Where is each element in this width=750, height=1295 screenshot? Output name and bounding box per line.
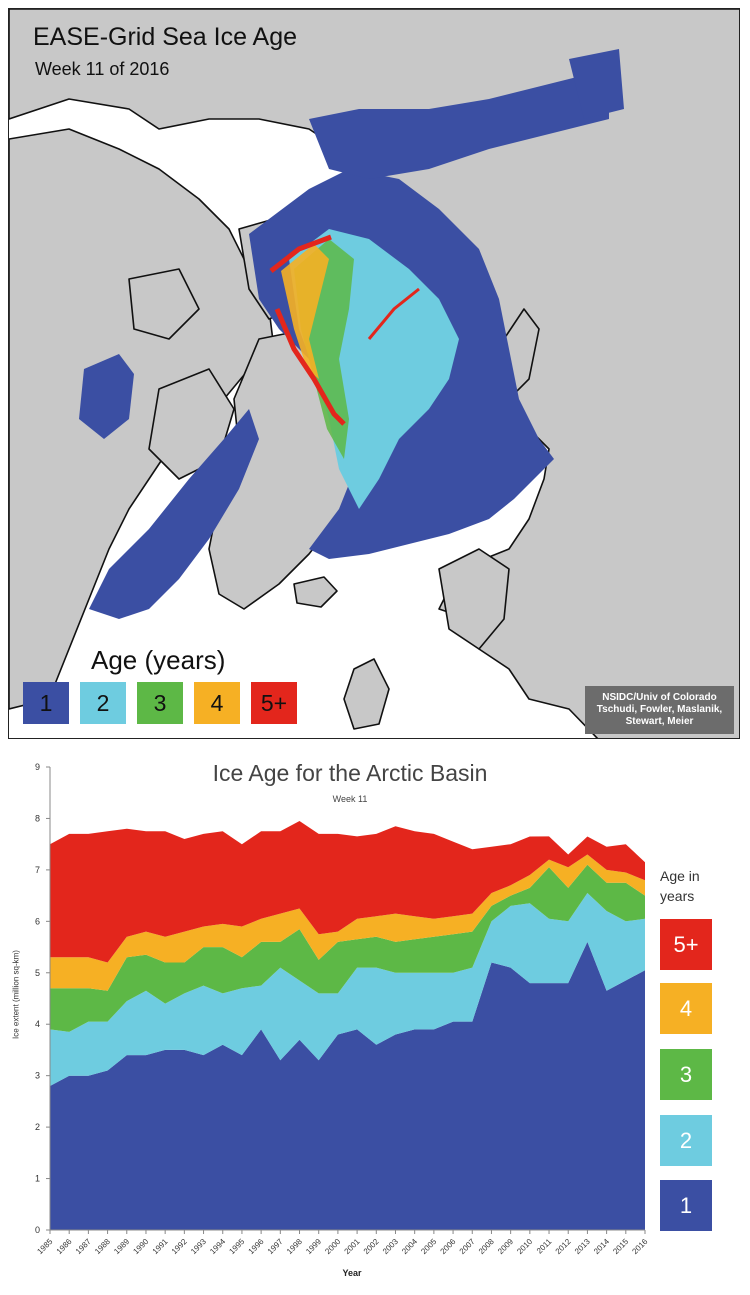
area-series-1: [50, 941, 645, 1230]
y-tick-label: 2: [35, 1122, 40, 1132]
map-title: EASE-Grid Sea Ice Age: [33, 23, 298, 51]
x-tick-label: 1987: [74, 1237, 93, 1256]
y-axis-label: Ice extent (million sq-km): [11, 950, 21, 1039]
y-tick-label: 3: [35, 1071, 40, 1081]
y-tick-label: 8: [35, 813, 40, 823]
y-tick-label: 4: [35, 1019, 40, 1029]
x-tick-label: 2008: [477, 1237, 496, 1256]
credit-line-2: Tschudi, Fowler, Maslanik,: [596, 704, 723, 715]
chart-subtitle: Week 11: [332, 794, 368, 804]
first-year-ice-bering: [569, 49, 624, 119]
credit-line-1: NSIDC/Univ of Colorado: [602, 692, 717, 703]
british-isles: [343, 658, 390, 730]
iceland: [293, 576, 338, 608]
first-year-ice-hudson: [79, 354, 134, 439]
first-year-ice-chukchi: [309, 69, 609, 179]
y-tick-label: 0: [35, 1225, 40, 1235]
x-tick-label: 1991: [151, 1237, 170, 1256]
x-tick-label: 2005: [419, 1237, 438, 1256]
victoria-island: [128, 268, 200, 340]
map-legend-age-1: 1: [23, 682, 69, 724]
area-series-5plus: [50, 821, 645, 963]
map-subtitle: Week 11 of 2016: [35, 59, 170, 79]
chart-areas: [50, 821, 645, 1230]
x-tick-label: 1985: [35, 1237, 54, 1256]
x-tick-label: 1988: [93, 1237, 112, 1256]
x-tick-label: 1996: [247, 1237, 266, 1256]
fourth-year-ice: [281, 244, 329, 379]
x-tick-label: 2013: [573, 1237, 592, 1256]
y-tick-label: 9: [35, 762, 40, 772]
x-tick-label: 2010: [515, 1237, 534, 1256]
x-tick-label: 1990: [131, 1237, 150, 1256]
x-tick-label: 1992: [170, 1237, 189, 1256]
ice-age-map-panel: EASE-Grid Sea Ice Age Week 11 of 2016 Ag…: [8, 8, 740, 739]
x-tick-label: 2011: [535, 1237, 554, 1256]
ice-age-map: [9, 9, 739, 738]
old-ice-streak: [367, 287, 420, 340]
y-tick-label: 5: [35, 968, 40, 978]
map-legend-age-4: 4: [194, 682, 240, 724]
chart-title: Ice Age for the Arctic Basin: [212, 760, 488, 786]
x-axis-label: Year: [342, 1268, 362, 1278]
x-tick-label: 1995: [227, 1237, 246, 1256]
x-tick-label: 2001: [343, 1237, 362, 1256]
x-tick-label: 2014: [592, 1237, 611, 1256]
chart-legend-4: 4: [660, 983, 712, 1034]
chart-legend-1: 1: [660, 1180, 712, 1231]
x-tick-label: 2003: [381, 1237, 400, 1256]
multiyear-ice-layer: [269, 229, 459, 509]
x-tick-label: 2009: [496, 1237, 515, 1256]
map-legend-age-3: 3: [137, 682, 183, 724]
x-tick-label: 1994: [208, 1237, 227, 1256]
map-legend-age-2: 2: [80, 682, 126, 724]
x-tick-label: 2002: [362, 1237, 381, 1256]
area-series-4: [50, 854, 645, 991]
chart-legend-3: 3: [660, 1049, 712, 1100]
x-tick-label: 1986: [55, 1237, 74, 1256]
x-tick-label: 2006: [439, 1237, 458, 1256]
credit-box: NSIDC/Univ of Colorado Tschudi, Fowler, …: [585, 686, 734, 734]
x-tick-label: 2004: [400, 1237, 419, 1256]
x-tick-label: 2016: [630, 1237, 649, 1256]
credit-line-3: Stewart, Meier: [625, 716, 694, 727]
chart-legend-2: 2: [660, 1115, 712, 1166]
x-tick-label: 1989: [112, 1237, 131, 1256]
map-legend-age-5plus: 5+: [251, 682, 297, 724]
map-legend: 1 2 3 4 5+: [23, 682, 297, 724]
area-series-2: [50, 893, 645, 1086]
y-tick-label: 1: [35, 1174, 40, 1184]
old-ice-edge: [269, 234, 346, 426]
chart-legend-5plus: 5+: [660, 919, 712, 970]
first-year-ice-labrador: [89, 409, 259, 619]
x-tick-label: 1999: [304, 1237, 323, 1256]
x-tick-label: 1993: [189, 1237, 208, 1256]
map-legend-title: Age (years): [91, 645, 226, 675]
chart-legend-title: Age in years: [660, 868, 700, 904]
x-tick-label: 2000: [323, 1237, 342, 1256]
y-tick-label: 6: [35, 916, 40, 926]
x-tick-label: 1998: [285, 1237, 304, 1256]
x-tick-label: 2012: [554, 1237, 573, 1256]
x-tick-label: 1997: [266, 1237, 285, 1256]
scandinavia: [438, 548, 510, 650]
x-tick-label: 2015: [611, 1237, 630, 1256]
y-tick-label: 7: [35, 865, 40, 875]
area-series-3: [50, 864, 645, 1032]
north-america-landmass: [9, 128, 275, 710]
x-tick-label: 2007: [458, 1237, 477, 1256]
